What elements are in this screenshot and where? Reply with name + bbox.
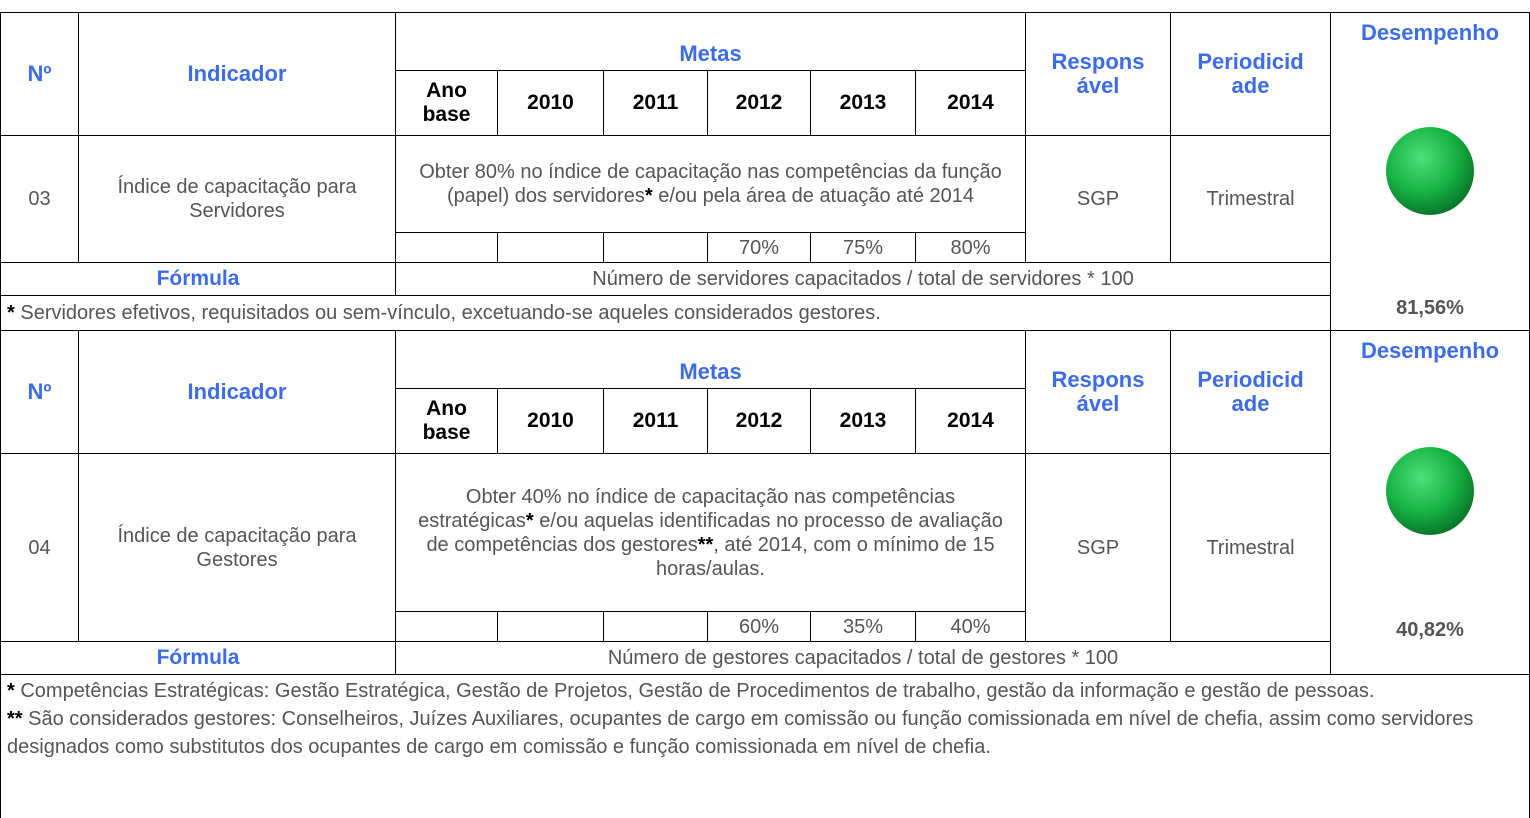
target: 35% <box>810 611 916 642</box>
formula-label: Fórmula <box>0 262 396 296</box>
indicator-no: 04 <box>0 453 79 642</box>
indicator-text: Índice de capacitação para Servidores <box>117 176 357 222</box>
indicator-row: 04 Índice de capacitação para Gestores Obt… <box>0 453 1530 642</box>
periodicidade: Trimestral <box>1170 453 1332 642</box>
formula-label: Fórmula <box>0 641 396 675</box>
header-periodicidade: Periodicidade <box>1170 330 1332 454</box>
indicator-table: Nº Indicador Metas Responsável Periodicidade… <box>0 12 1530 818</box>
meta-part: Obter 40% no índice de capacitação nas c… <box>418 485 956 532</box>
header-row: Nº Indicador Metas Responsável Periodicidade… <box>0 330 1530 675</box>
desempenho-value: 81,56% <box>1396 297 1464 319</box>
header-text: Periodicidade <box>1197 367 1304 416</box>
status-ball <box>1386 446 1475 535</box>
meta-part: Obter 80% no índice de capacitação nas c… <box>419 161 1002 207</box>
year-header: 2011 <box>603 388 708 454</box>
target: 60% <box>707 611 811 642</box>
target-empty <box>497 232 604 263</box>
footnote-row: * Servidores efetivos, requisitados ou s… <box>0 295 1530 331</box>
footnote-mark: ** <box>7 708 23 730</box>
desempenho-content: Desempenho 81,56% <box>1331 13 1529 326</box>
year-header: 2012 <box>707 70 811 136</box>
year-header: 2013 <box>810 388 916 454</box>
target-empty <box>395 611 498 642</box>
target: 70% <box>707 232 811 263</box>
footnotes: * Servidores efetivos, requisitados ou s… <box>0 295 1332 331</box>
header-metas: Metas <box>394 12 1027 71</box>
header-desempenho: Desempenho <box>1360 338 1500 363</box>
header-indicador: Indicador <box>78 12 396 136</box>
header-responsavel: Responsável <box>1025 330 1172 454</box>
formula-row: Fórmula Número de gestores capacitados / … <box>0 641 1530 675</box>
indicator-text: Índice de capacitação para Gestores <box>117 524 357 571</box>
year-header: 2012 <box>707 388 811 454</box>
page: Nº Indicador Metas Responsável Periodicidade… <box>0 12 1530 818</box>
indicator-name: Índice de capacitação para Servidores <box>78 135 396 263</box>
year-header: 2014 <box>914 388 1027 454</box>
desempenho-cell: Desempenho 81,56% <box>1330 12 1530 331</box>
indicator-no: 03 <box>0 135 79 263</box>
year-header: Ano base <box>395 388 498 454</box>
targets-row: 60% 35% 40% <box>1 611 1530 642</box>
header-metas: Metas <box>394 330 1027 389</box>
footnote-text: Competências Estratégicas: Gestão Estrat… <box>14 680 1375 702</box>
footnote-row: * Competências Estratégicas: Gestão Estr… <box>0 674 1530 818</box>
indicator-row: 03 Índice de capacitação para Servidores O… <box>0 135 1530 263</box>
formula: Número de gestores capacitados / total d… <box>394 641 1332 675</box>
year-header: Ano base <box>395 70 498 136</box>
footnote: * Servidores efetivos, requisitados ou s… <box>7 299 1324 327</box>
target: 80% <box>914 232 1027 263</box>
header-text: Responsável <box>1051 49 1145 98</box>
header-desempenho: Desempenho <box>1360 20 1500 45</box>
meta-part: * <box>644 185 653 207</box>
footnote-text: São considerados gestores: Conselheiros,… <box>7 708 1474 758</box>
header-no: Nº <box>0 330 79 454</box>
desempenho-content: Desempenho 40,82% <box>1331 331 1529 672</box>
header-text: Responsável <box>1051 367 1145 416</box>
target-empty <box>603 611 708 642</box>
meta-part: e/ou aquelas identificadas no processo d… <box>426 509 1003 556</box>
meta-part: , até 2014, com o mínimo de 15 horas/aul… <box>656 533 995 580</box>
year-header: 2010 <box>497 388 604 454</box>
target: 40% <box>914 611 1027 642</box>
footnote: * Competências Estratégicas: Gestão Estr… <box>7 677 1523 705</box>
year-header: 2011 <box>603 70 708 136</box>
target-empty <box>497 611 604 642</box>
target: 75% <box>810 232 916 263</box>
desempenho-cell: Desempenho 40,82% <box>1330 330 1530 675</box>
year-header: 2010 <box>497 70 604 136</box>
header-responsavel: Responsável <box>1025 12 1172 136</box>
indicator-name: Índice de capacitação para Gestores <box>78 453 396 642</box>
year-header: 2014 <box>914 70 1027 136</box>
periodicidade: Trimestral <box>1170 135 1332 263</box>
responsavel: SGP <box>1025 453 1172 642</box>
meta-part: e/ou pela área de atuação até 2014 <box>652 185 975 207</box>
desempenho-value: 40,82% <box>1396 619 1464 641</box>
target-empty <box>603 232 708 263</box>
meta-part: * <box>525 509 534 532</box>
meta-part: ** <box>697 533 714 556</box>
year-header: 2013 <box>810 70 916 136</box>
footnote-mark: * <box>7 302 15 324</box>
meta-text: Obter 80% no índice de capacitação nas c… <box>394 135 1027 233</box>
footnote-mark: * <box>7 680 15 702</box>
footnote-text: Servidores efetivos, requisitados ou sem… <box>14 302 881 324</box>
formula-row: Fórmula Número de servidores capacitados … <box>0 262 1530 296</box>
meta-text: Obter 40% no índice de capacitação nas c… <box>394 453 1027 612</box>
years-row: Ano base 2010 2011 2012 2013 2014 <box>1 388 1530 454</box>
status-ball <box>1386 126 1475 215</box>
formula: Número de servidores capacitados / total… <box>394 262 1332 296</box>
header-periodicidade: Periodicidade <box>1170 12 1332 136</box>
header-no: Nº <box>0 12 79 136</box>
target-empty <box>395 232 498 263</box>
header-indicador: Indicador <box>78 330 396 454</box>
footnote: ** São considerados gestores: Conselheir… <box>7 705 1523 761</box>
header-row: Nº Indicador Metas Responsável Periodicidade… <box>0 12 1530 331</box>
responsavel: SGP <box>1025 135 1172 263</box>
years-row: Ano base 2010 2011 2012 2013 2014 <box>1 70 1530 136</box>
header-text: Periodicidade <box>1197 49 1304 98</box>
footnotes: * Competências Estratégicas: Gestão Estr… <box>0 674 1530 818</box>
